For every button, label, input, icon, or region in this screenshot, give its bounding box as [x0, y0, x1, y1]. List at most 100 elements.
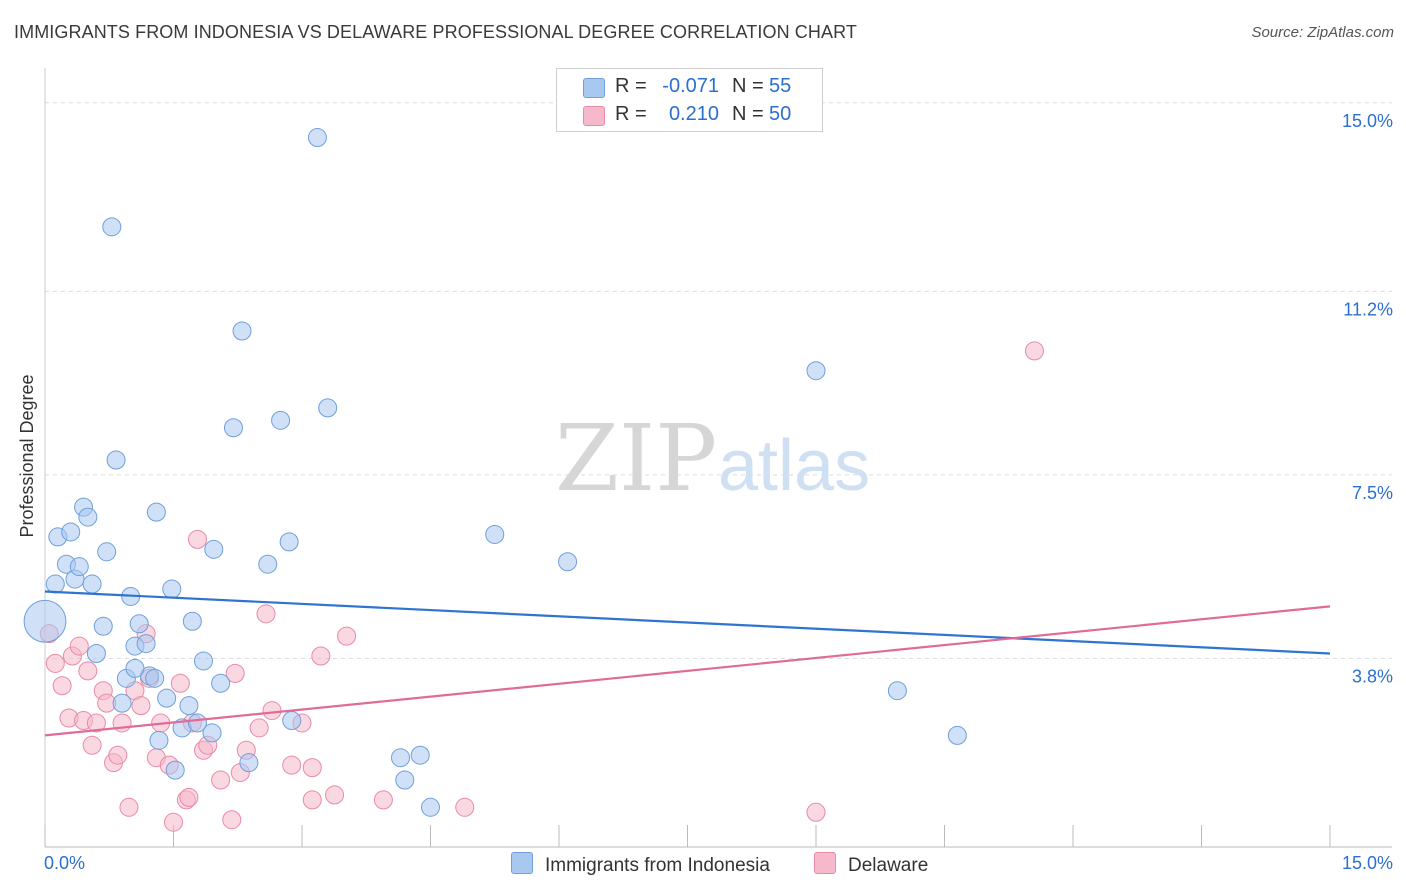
data-point-indonesia [97, 542, 117, 562]
data-point-indonesia [23, 599, 67, 643]
data-point-indonesia [86, 644, 106, 664]
data-point-indonesia [202, 723, 222, 743]
data-point-indonesia [165, 760, 185, 780]
data-point-indonesia [239, 753, 259, 773]
data-point-delaware [108, 745, 128, 765]
data-point-indonesia [78, 507, 98, 527]
data-point-delaware [806, 802, 826, 822]
data-point-delaware [1024, 341, 1044, 361]
series-legend-indonesia: Immigrants from Indonesia [511, 852, 770, 877]
data-point-delaware [131, 696, 151, 716]
data-point-indonesia [125, 658, 145, 678]
data-point-delaware [69, 636, 89, 656]
data-point-indonesia [136, 634, 156, 654]
axis-labels: Professional Degree 3.8% 7.5% 11.2% 15.0% 0.… [17, 111, 1393, 873]
series-name-delaware: Delaware [848, 855, 929, 876]
y-tick-label: 15.0% [1342, 111, 1393, 131]
series-swatch-delaware [814, 852, 836, 874]
legend-n-value: 55 [769, 75, 792, 97]
data-point-indonesia [223, 418, 243, 438]
data-point-indonesia [485, 524, 505, 544]
data-point-delaware [225, 663, 245, 683]
legend-n-label: N = [732, 75, 764, 97]
watermark: ZIP atlas [555, 405, 870, 512]
gridlines [45, 102, 1392, 659]
data-point-indonesia [282, 710, 302, 730]
data-point-indonesia [146, 502, 166, 522]
chart-title: IMMIGRANTS FROM INDONESIA VS DELAWARE PR… [14, 22, 857, 42]
data-point-indonesia [307, 128, 327, 148]
data-point-delaware [311, 646, 331, 666]
data-point-indonesia [69, 557, 89, 577]
data-point-delaware [45, 653, 65, 673]
y-tick-label: 3.8% [1352, 666, 1393, 686]
data-point-indonesia [258, 554, 278, 574]
data-point-indonesia [204, 539, 224, 559]
legend-r-label: R = [615, 75, 647, 97]
data-point-delaware [78, 661, 98, 681]
data-point-delaware [119, 797, 139, 817]
series-legend-delaware: Delaware [814, 852, 928, 877]
legend-row-delaware: R = 0.210 N = 50 [557, 100, 822, 128]
correlation-legend: R = -0.071 N = 55 R = 0.210 N = 50 [556, 68, 823, 132]
x-tick-label-max: 15.0% [1342, 853, 1393, 873]
data-point-indonesia [395, 770, 415, 790]
watermark-atlas: atlas [718, 426, 870, 506]
data-point-indonesia [129, 614, 149, 634]
legend-n-value: 50 [769, 103, 792, 125]
data-point-delaware [82, 735, 102, 755]
data-point-indonesia [93, 616, 113, 636]
data-point-indonesia [947, 725, 967, 745]
data-point-delaware [52, 676, 72, 696]
data-point-indonesia [887, 681, 907, 701]
data-point-delaware [256, 604, 276, 624]
data-point-indonesia [102, 217, 122, 237]
data-point-indonesia [82, 574, 102, 594]
axes [44, 68, 1392, 848]
data-point-delaware [222, 810, 242, 830]
data-point-indonesia [410, 745, 430, 765]
data-point-indonesia [421, 797, 440, 817]
data-point-indonesia [187, 713, 207, 733]
data-point-delaware [373, 790, 393, 810]
legend-n-label: N = [732, 103, 764, 125]
data-points [23, 128, 1044, 832]
trend-lines [44, 590, 1331, 737]
data-point-delaware [337, 626, 357, 646]
legend-r-value: 0.210 [668, 103, 719, 125]
trend-line-delaware [44, 605, 1331, 737]
data-point-delaware [325, 785, 345, 805]
data-point-indonesia [145, 668, 165, 688]
data-point-delaware [179, 787, 199, 807]
x-tick-label-min: 0.0% [44, 853, 85, 873]
data-point-indonesia [318, 398, 338, 418]
data-point-indonesia [391, 748, 411, 768]
data-point-indonesia [182, 611, 202, 631]
data-point-indonesia [806, 361, 826, 381]
data-point-delaware [164, 812, 183, 832]
data-point-delaware [249, 718, 269, 738]
data-point-indonesia [149, 730, 169, 750]
legend-r-label: R = [615, 103, 647, 125]
data-point-indonesia [112, 693, 132, 713]
legend-row-indonesia: R = -0.071 N = 55 [557, 72, 822, 100]
data-point-delaware [86, 713, 106, 733]
data-point-indonesia [271, 410, 291, 430]
data-point-indonesia [61, 522, 81, 542]
data-point-delaware [262, 701, 282, 721]
data-point-indonesia [162, 579, 182, 599]
series-swatch-indonesia [511, 852, 533, 874]
source-credit: Source: ZipAtlas.com [1251, 24, 1394, 41]
data-point-delaware [211, 770, 231, 790]
data-point-delaware [282, 755, 302, 775]
y-tick-label: 7.5% [1352, 483, 1393, 503]
data-point-delaware [302, 758, 322, 778]
data-point-delaware [170, 673, 190, 693]
data-point-indonesia [193, 651, 213, 671]
data-point-indonesia [279, 532, 299, 552]
data-point-indonesia [106, 450, 126, 470]
data-point-indonesia [157, 688, 177, 708]
y-axis-label: Professional Degree [17, 374, 37, 537]
legend-r-value: -0.071 [662, 75, 719, 97]
